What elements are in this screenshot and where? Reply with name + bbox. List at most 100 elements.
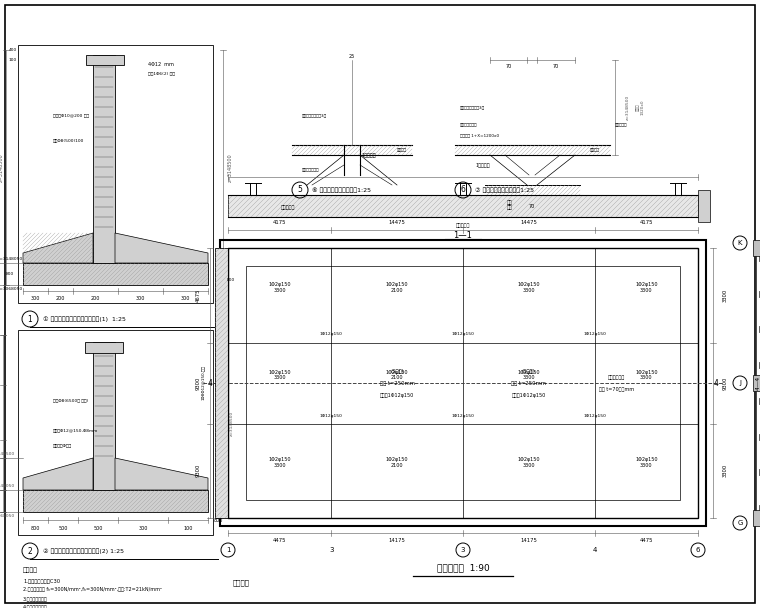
Text: 底板
配筋: 底板 配筋	[507, 199, 513, 210]
Text: 14475: 14475	[389, 219, 406, 224]
Text: 1Φ2φ150
2100: 1Φ2φ150 2100	[386, 282, 408, 292]
Text: 9300: 9300	[195, 464, 201, 477]
Polygon shape	[23, 458, 93, 490]
Text: 内山筋配筋用注: 内山筋配筋用注	[302, 168, 319, 172]
Text: 2: 2	[27, 547, 33, 556]
Bar	[753, 240, 760, 256]
Text: ① 池壁与底板转角竖向配筋大样(1)  1:25: ① 池壁与底板转角竖向配筋大样(1) 1:25	[43, 316, 126, 322]
Bar	[23, 263, 208, 285]
Bar	[215, 248, 228, 518]
Bar	[18, 45, 213, 303]
Text: 1Φ12φ150: 1Φ12φ150	[451, 333, 474, 336]
Text: 实底板1Φ12φ150: 实底板1Φ12φ150	[511, 393, 546, 398]
Text: 说明：：: 说明：：	[23, 567, 38, 573]
Text: 底板 t=250mm: 底板 t=250mm	[380, 381, 415, 385]
Text: 70: 70	[505, 64, 511, 69]
Text: 3300: 3300	[723, 464, 727, 477]
Text: 3: 3	[329, 547, 334, 553]
Bar	[93, 342, 115, 490]
Polygon shape	[23, 233, 93, 263]
Text: 1Φ2φ150
3300: 1Φ2φ150 3300	[268, 457, 291, 468]
Bar	[753, 375, 760, 391]
Text: G: G	[737, 520, 743, 526]
Text: 4175: 4175	[640, 219, 653, 224]
Text: 底板配筋: 底板配筋	[590, 148, 600, 152]
Bar	[759, 362, 760, 368]
Text: 3300: 3300	[723, 289, 727, 302]
Text: 6: 6	[461, 185, 465, 195]
Bar	[18, 330, 213, 535]
Text: (S底板): (S底板)	[391, 368, 404, 373]
Text: 伸缩缝
1320x0: 伸缩缝 1320x0	[635, 100, 644, 116]
Text: 1Φ2φ150
3300: 1Φ2φ150 3300	[518, 457, 540, 468]
Text: z=3148050: z=3148050	[0, 257, 24, 261]
Bar	[759, 505, 760, 511]
Text: 3.保护层大小分区: 3.保护层大小分区	[23, 596, 48, 601]
Bar	[220, 240, 706, 526]
Bar	[86, 55, 124, 65]
Bar	[93, 55, 115, 263]
Text: z=3148500: z=3148500	[0, 153, 4, 182]
Bar	[753, 510, 760, 526]
Text: z=3148050: z=3148050	[0, 484, 15, 488]
Text: 1Φ12φ150: 1Φ12φ150	[583, 413, 606, 418]
Text: 施工缝填充材料等3层: 施工缝填充材料等3层	[302, 113, 327, 117]
Text: 4475: 4475	[273, 539, 287, 544]
Text: 800: 800	[31, 525, 40, 531]
Text: ② 池壁与底板转角底面配筋大样(2) 1:25: ② 池壁与底板转角底面配筋大样(2) 1:25	[43, 548, 124, 554]
Text: 9300: 9300	[195, 376, 201, 390]
Text: 小头Φ8(6500内 外侧): 小头Φ8(6500内 外侧)	[53, 398, 88, 402]
Bar	[85, 342, 123, 353]
Text: 1Φ2φ150
3300: 1Φ2φ150 3300	[635, 457, 657, 468]
Text: 4475: 4475	[640, 539, 653, 544]
Text: 1Φ12φ150: 1Φ12φ150	[451, 413, 474, 418]
Text: J: J	[739, 380, 741, 386]
Text: 水平筋Φ10@200 内侧: 水平筋Φ10@200 内侧	[53, 113, 89, 117]
Bar	[759, 434, 760, 440]
Bar	[756, 248, 760, 518]
Text: 底板 t=250mm: 底板 t=250mm	[511, 381, 546, 385]
Bar	[759, 326, 760, 333]
Text: z=3148500: z=3148500	[230, 411, 234, 436]
Text: 4: 4	[207, 379, 213, 387]
Bar	[759, 255, 760, 261]
Text: 基础平面图  1:90: 基础平面图 1:90	[437, 564, 489, 573]
Text: 1楼板配筋: 1楼板配筋	[476, 162, 490, 167]
Text: 800: 800	[6, 272, 14, 276]
Polygon shape	[115, 233, 208, 263]
Polygon shape	[115, 458, 208, 490]
Text: ⑥ 底板与厅板转角大样图1:25: ⑥ 底板与厅板转角大样图1:25	[312, 187, 371, 193]
Text: 小层防水 1+X=1200x0: 小层防水 1+X=1200x0	[460, 133, 499, 137]
Text: 1—1: 1—1	[454, 230, 473, 240]
Text: 4675: 4675	[195, 289, 201, 302]
Text: 2.针尾键入长度 fₕ=300N/mm²,fₕ=300N/mm²,小层:T2=21kN/mm²: 2.针尾键入长度 fₕ=300N/mm²,fₕ=300N/mm²,小层:T2=2…	[23, 587, 162, 593]
Text: 底板 t=70右侧mm: 底板 t=70右侧mm	[599, 387, 634, 392]
Text: 25: 25	[349, 55, 355, 60]
Text: 底板配筋力: 底板配筋力	[280, 204, 295, 210]
Bar	[23, 490, 208, 512]
Text: 4175: 4175	[273, 219, 287, 224]
Text: K: K	[738, 240, 743, 246]
Text: 1Φ2φ150
3300: 1Φ2φ150 3300	[635, 370, 657, 381]
Text: 3: 3	[461, 547, 465, 553]
Text: 1: 1	[226, 547, 230, 553]
Text: 200: 200	[90, 297, 100, 302]
Text: 1Φ12φ150: 1Φ12φ150	[320, 413, 343, 418]
Text: 内头Φ8(500)100: 内头Φ8(500)100	[53, 138, 84, 142]
Text: 4.混凝土等级要求: 4.混凝土等级要求	[23, 606, 48, 608]
Text: 1Φ8Φ12@150,典型: 1Φ8Φ12@150,典型	[201, 365, 205, 401]
Text: 1Φ2φ150
3300: 1Φ2φ150 3300	[635, 282, 657, 292]
Text: 70: 70	[529, 204, 535, 210]
Text: 400: 400	[9, 48, 17, 52]
Bar	[228, 248, 698, 518]
Text: 500: 500	[59, 525, 68, 531]
Text: z=3148500: z=3148500	[227, 153, 233, 182]
Text: 1Φ2φ150
3300: 1Φ2φ150 3300	[268, 370, 291, 381]
Bar	[759, 469, 760, 475]
Text: 300: 300	[136, 297, 145, 302]
Text: 1Φ2φ150
2100: 1Φ2φ150 2100	[386, 370, 408, 381]
Text: 加密配筋范围: 加密配筋范围	[608, 375, 625, 379]
Text: 水平筋Φ12@150,Φ8mm: 水平筋Φ12@150,Φ8mm	[53, 428, 98, 432]
Bar	[246, 266, 680, 500]
Text: 500: 500	[93, 525, 103, 531]
